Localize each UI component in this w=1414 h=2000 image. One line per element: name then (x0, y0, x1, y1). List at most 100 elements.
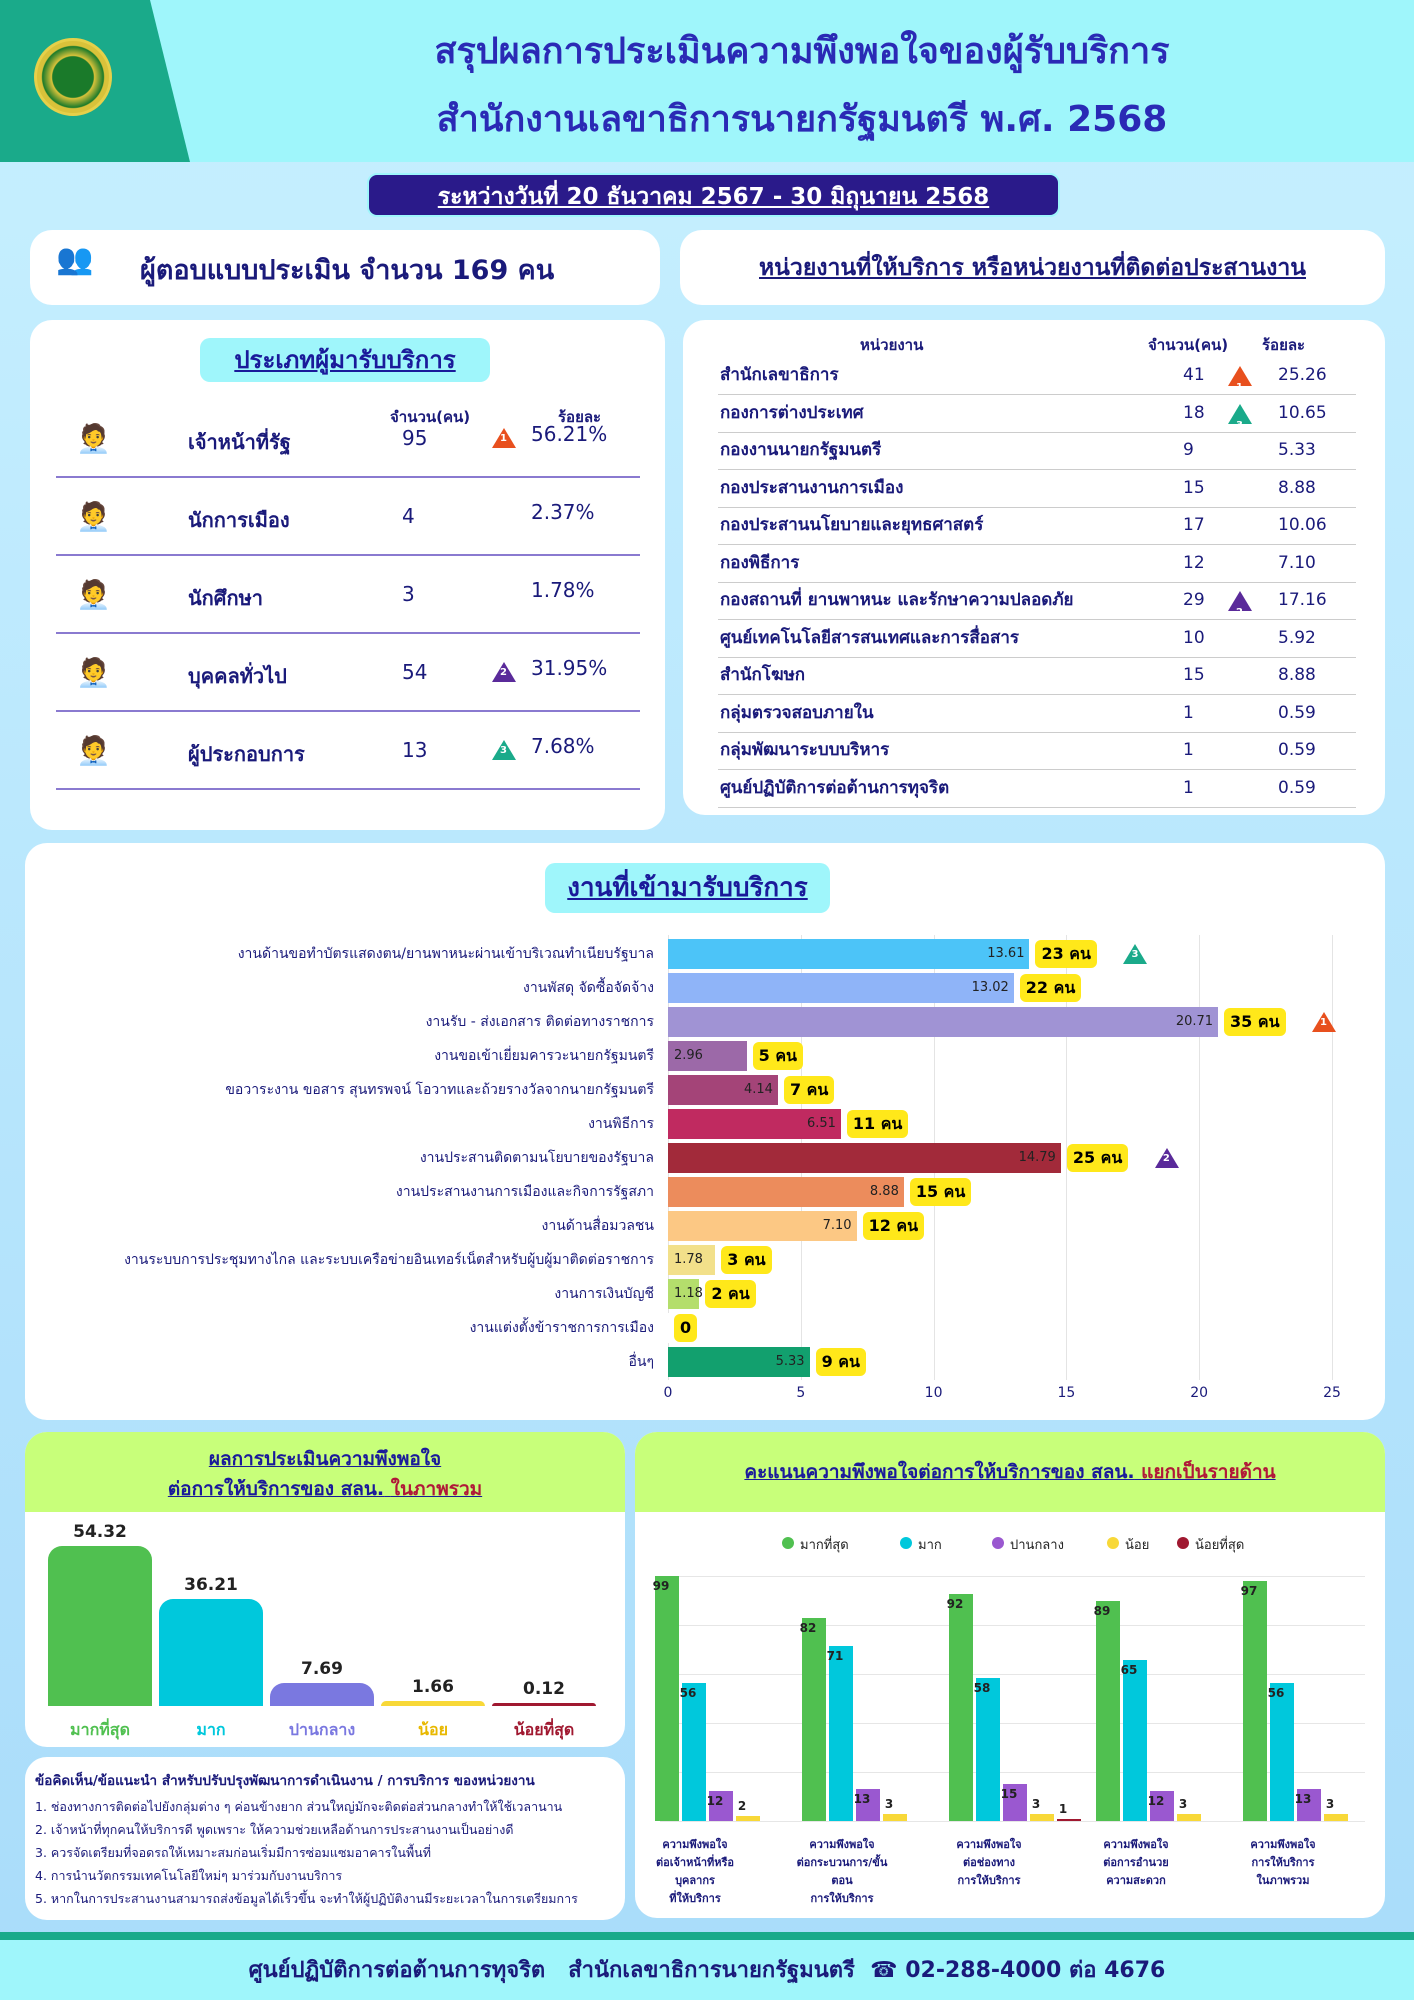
category-label: งานขอเข้าเยี่ยมคารวะนายกรัฐมนตรี (434, 1048, 654, 1064)
unit-label: ศูนย์ปฏิบัติการต่อต้านการทุจริต (720, 777, 950, 798)
count-label: 11 คน (846, 1110, 909, 1138)
overall-value: 0.12 (523, 1679, 565, 1699)
legend-swatch-icon (782, 1537, 794, 1549)
people-icon: 👥 (56, 242, 94, 277)
rank-badge-icon: 3 (1228, 403, 1252, 431)
x-tick-label: 15 (1057, 1385, 1076, 1401)
aspect-category-line: ความสะดวก (1106, 1874, 1166, 1887)
type-pct: 1.78% (531, 578, 595, 602)
unit-row: กลุ่มพัฒนาระบบบริหาร 1 0.59 (718, 733, 1356, 770)
aspect-bar (1123, 1660, 1147, 1821)
x-tick-label: 0 (663, 1385, 673, 1401)
rank-number: 3 (500, 745, 507, 756)
aspect-category-line: ต่อกระบวนการ/ขั้นตอน (796, 1856, 888, 1887)
count-label: 2 คน (705, 1280, 756, 1308)
count-label: 7 คน (783, 1076, 835, 1104)
footer-phone[interactable]: 02-288-4000 ต่อ 4676 (905, 1958, 1166, 1983)
footer-org2: สำนักเลขาธิการนายกรัฐมนตรี (568, 1958, 855, 1983)
aspect-value: 97 (1240, 1584, 1258, 1599)
legend-item: น้อย (1107, 1534, 1149, 1555)
rank-number: 1 (1320, 1017, 1328, 1028)
gridline (660, 1723, 1365, 1724)
rank-badge-icon: 2 (492, 662, 516, 682)
comment-item: 5. หากในการประสานงานสามารถส่งข้อมูลได้เร… (35, 1891, 578, 1906)
aspect-value: 3 (1031, 1796, 1041, 1811)
aspect-value: 3 (884, 1796, 894, 1811)
type-pct: 31.95% (531, 656, 608, 680)
unit-pct: 25.26 (1278, 365, 1327, 385)
category-label: อื่นๆ (628, 1354, 655, 1370)
types-card (30, 320, 665, 830)
gridline (1199, 935, 1201, 1380)
bar: 7.10 (668, 1211, 857, 1241)
respondents-label: ผู้ตอบแบบประเมิน จำนวน 169 คน (140, 255, 555, 286)
rank-number: 1 (500, 433, 507, 444)
people-illustration-icon: 🧑‍💼 (76, 656, 111, 689)
aspect-category-line: ความพึงพอใจ (809, 1838, 875, 1851)
rank-badge-icon: 1 (1228, 366, 1252, 393)
aspect-bar (682, 1682, 706, 1821)
rank-badge-icon: 2 (1154, 1148, 1179, 1168)
type-count: 4 (402, 504, 415, 528)
bar: 13.02 (668, 973, 1014, 1003)
gridline (660, 1674, 1365, 1675)
type-count: 54 (402, 660, 428, 684)
people-illustration-icon: 🧑‍💼 (76, 734, 111, 767)
unit-row: กองการต่างประเทศ 18 3 10.65 (718, 396, 1356, 433)
aspect-bar (736, 1816, 760, 1821)
aspect-value: 58 (973, 1680, 991, 1695)
x-tick-label: 25 (1323, 1385, 1341, 1401)
count-label: 23 คน (1035, 940, 1097, 968)
count-label: 5 คน (752, 1042, 803, 1070)
aspect-bar (655, 1576, 679, 1821)
overall-category: มากที่สุด (70, 1720, 130, 1739)
legend-item: น้อยที่สุด (1177, 1534, 1244, 1555)
aspect-value: 65 (1120, 1663, 1138, 1678)
gridline (660, 1821, 1365, 1822)
overall-value: 36.21 (184, 1575, 238, 1596)
overall-bar (381, 1701, 485, 1706)
x-tick-label: 5 (796, 1385, 806, 1401)
aspect-category-line: การให้บริการ (810, 1892, 874, 1905)
unit-row: กองงานนายกรัฐมนตรี 9 5.33 (718, 433, 1356, 470)
gridline (660, 1772, 1365, 1773)
unit-label: กองสถานที่ ยานพาหนะ และรักษาความปลอดภัย (720, 590, 1074, 610)
rank-number: 2 (500, 667, 507, 678)
legend-label: มาก (918, 1538, 942, 1553)
unit-pct: 10.06 (1278, 515, 1327, 535)
category-label: งานการเงินบัญชี (554, 1286, 654, 1302)
unit-row: กองประสานงานการเมือง 15 8.88 (718, 471, 1356, 508)
respondents-card: 👥 ผู้ตอบแบบประเมิน จำนวน 169 คน (30, 230, 660, 305)
count-label: 3 คน (721, 1246, 772, 1274)
aspect-category: ความพึงพอใจ การให้บริการ ในภาพรวม (1228, 1836, 1338, 1890)
bar (668, 1313, 679, 1343)
unit-label: กลุ่มพัฒนาระบบบริหาร (720, 740, 890, 760)
unit-pct: 5.33 (1278, 440, 1316, 460)
aspect-bar (1030, 1813, 1054, 1821)
category-label: งานแต่งตั้งข้าราชการการเมือง (469, 1320, 654, 1336)
col-pct: ร้อยละ (558, 408, 602, 426)
aspect-value: 92 (946, 1596, 964, 1611)
unit-count: 18 (1183, 402, 1205, 423)
gridline (1332, 935, 1333, 1380)
aspect-category-line: ความพึงพอใจ (956, 1838, 1022, 1851)
rank-badge-icon: 2 (1228, 591, 1252, 618)
units-title-card: หน่วยงานที่ให้บริการ หรือหน่วยงานที่ติดต… (680, 230, 1385, 305)
aspect-category-line: การให้บริการ (1251, 1856, 1315, 1869)
aspect-bar (1177, 1813, 1201, 1821)
aspect-bar (976, 1677, 1000, 1821)
unit-count: 41 (1183, 365, 1205, 385)
overall-title-line2: ต่อการให้บริการของ สลน. (167, 1478, 385, 1500)
type-pct: 2.37% (531, 500, 595, 524)
col-count: จำนวน(คน) (390, 408, 471, 426)
aspect-value: 2 (737, 1799, 747, 1814)
type-count: 95 (402, 426, 428, 450)
comments-title: ข้อคิดเห็น/ข้อแนะนำ สำหรับปรับปรุงพัฒนาก… (35, 1773, 535, 1789)
aspect-bar (1243, 1581, 1267, 1821)
bar: 1.78 (668, 1245, 716, 1275)
aspect-value: 56 (1267, 1685, 1285, 1700)
aspect-bar (1096, 1601, 1120, 1821)
overall-category: น้อยที่สุด (513, 1720, 575, 1739)
unit-row: สำนักเลขาธิการ 41 1 25.26 (718, 358, 1356, 395)
services-chart-title: งานที่เข้ามารับบริการ (545, 863, 830, 913)
